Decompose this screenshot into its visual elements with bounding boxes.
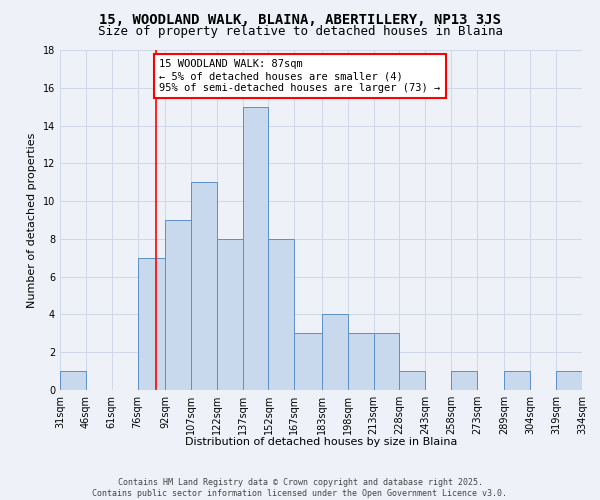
Bar xyxy=(137,258,165,390)
Bar xyxy=(322,314,348,390)
Bar xyxy=(400,371,425,390)
Bar xyxy=(217,239,242,390)
X-axis label: Distribution of detached houses by size in Blaina: Distribution of detached houses by size … xyxy=(185,437,457,447)
Text: 15, WOODLAND WALK, BLAINA, ABERTILLERY, NP13 3JS: 15, WOODLAND WALK, BLAINA, ABERTILLERY, … xyxy=(99,12,501,26)
Y-axis label: Number of detached properties: Number of detached properties xyxy=(27,132,37,308)
Bar xyxy=(294,334,322,390)
Bar xyxy=(451,371,477,390)
Text: Size of property relative to detached houses in Blaina: Size of property relative to detached ho… xyxy=(97,25,503,38)
Bar xyxy=(191,182,217,390)
Bar xyxy=(374,334,400,390)
Bar xyxy=(268,239,294,390)
Bar xyxy=(582,371,600,390)
Text: 15 WOODLAND WALK: 87sqm
← 5% of detached houses are smaller (4)
95% of semi-deta: 15 WOODLAND WALK: 87sqm ← 5% of detached… xyxy=(159,60,440,92)
Bar xyxy=(556,371,582,390)
Bar xyxy=(505,371,530,390)
Text: Contains HM Land Registry data © Crown copyright and database right 2025.
Contai: Contains HM Land Registry data © Crown c… xyxy=(92,478,508,498)
Bar xyxy=(348,334,374,390)
Bar xyxy=(60,371,86,390)
Bar xyxy=(165,220,191,390)
Bar xyxy=(242,106,268,390)
